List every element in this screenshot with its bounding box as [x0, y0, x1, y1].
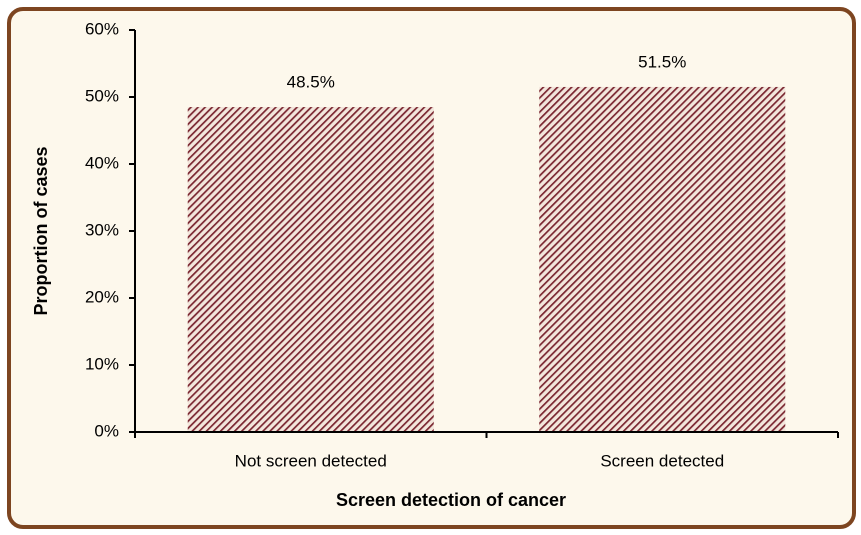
y-tick-label: 50% — [85, 86, 119, 105]
y-tick-label: 20% — [85, 287, 119, 306]
bar — [187, 107, 434, 433]
y-tick-label: 40% — [85, 153, 119, 172]
x-axis-label: Screen detection of cancer — [336, 490, 566, 510]
y-axis-label: Proportion of cases — [31, 146, 51, 315]
y-tick-label: 60% — [85, 19, 119, 38]
bar — [539, 86, 786, 432]
x-tick-label: Not screen detected — [235, 451, 387, 470]
y-tick-label: 0% — [94, 421, 119, 440]
y-tick-label: 30% — [85, 220, 119, 239]
data-label: 51.5% — [638, 52, 686, 71]
data-label: 48.5% — [287, 73, 335, 92]
x-tick-label: Screen detected — [600, 451, 724, 470]
y-tick-label: 10% — [85, 354, 119, 373]
